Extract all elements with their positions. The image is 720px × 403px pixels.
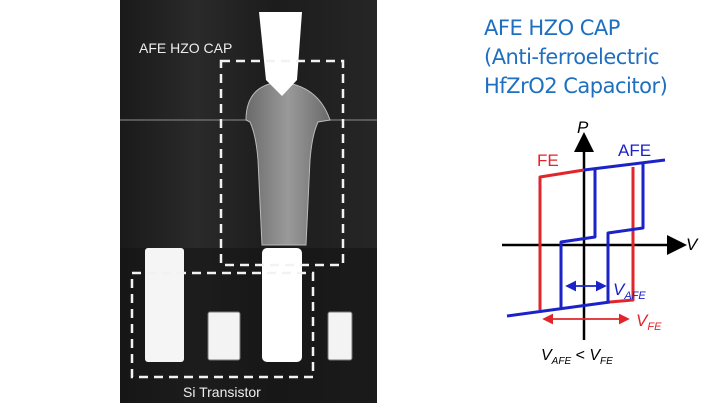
- diagram-labels: P V FE AFE VAFE VFE VAFE < VFE: [537, 118, 699, 367]
- fe-label: FE: [537, 151, 559, 170]
- transistor-label: Si Transistor: [183, 384, 261, 400]
- v-afe-label: VAFE: [613, 280, 646, 302]
- title-line-2: (Anti-ferroelectric: [484, 45, 660, 69]
- relation-label: VAFE < VFE: [541, 347, 613, 367]
- capacitor-body: [245, 81, 331, 246]
- title-line-3: HfZrO2 Capacitor): [484, 74, 668, 98]
- cap-label: AFE HZO CAP: [139, 40, 232, 56]
- transistor-box: [130, 271, 315, 379]
- fe-loop: [538, 167, 635, 310]
- contact-plug: [207, 311, 241, 361]
- v-axis-label: V: [686, 235, 699, 254]
- micrograph: AFE HZO CAP Si Transistor: [120, 0, 377, 403]
- contact-plug: [262, 248, 302, 362]
- v-fe-label: VFE: [636, 311, 662, 333]
- afe-loop: [506, 158, 666, 318]
- top-contact: [259, 12, 302, 96]
- title-line-1: AFE HZO CAP: [484, 16, 620, 40]
- contact-plug: [327, 311, 353, 361]
- contact-plug: [145, 248, 184, 362]
- p-axis-label: P: [577, 118, 589, 137]
- hysteresis-diagram: [502, 132, 687, 340]
- capacitor-box: [219, 59, 345, 267]
- afe-label: AFE: [618, 141, 651, 160]
- diagram-title: AFE HZO CAP (Anti-ferroelectric HfZrO2 C…: [484, 14, 668, 101]
